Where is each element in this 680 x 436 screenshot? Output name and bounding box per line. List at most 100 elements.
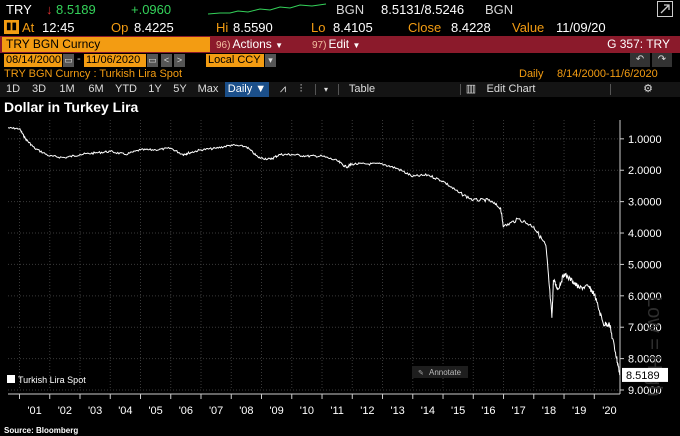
chevron-left-icon[interactable]: <	[161, 54, 172, 67]
edit-chart-icon[interactable]: ▥	[465, 83, 477, 95]
period-1y[interactable]: 1Y	[148, 83, 162, 95]
price-chart[interactable]: '01 '02 '03 '04 '05 '06 '07 '08 '09 '10 '11 '12 '13 '…	[0, 118, 680, 426]
frequency-select[interactable]: Daily ▼	[225, 82, 269, 97]
chart-grid	[8, 120, 620, 391]
period-1m[interactable]: 1M	[59, 83, 75, 95]
actions-num: 96)	[216, 40, 231, 51]
x-tick-label: '04	[118, 405, 132, 417]
edit-chart-button[interactable]: Edit Chart	[486, 83, 536, 95]
period-6m[interactable]: 6M	[88, 83, 104, 95]
x-tick-label: '07	[209, 405, 223, 417]
close-label: Close	[408, 20, 442, 35]
security-description: TRY BGN Curncy : Turkish Lira Spot	[4, 68, 183, 80]
actions-label: Actions	[232, 37, 272, 51]
annotate-label: Annotate	[429, 368, 462, 377]
chevron-right-icon[interactable]: >	[174, 54, 185, 67]
toolbar-divider	[610, 84, 611, 95]
down-arrow-icon: ↓	[46, 2, 53, 17]
chevron-down-icon: ▼	[352, 41, 361, 50]
x-tick-label: '14	[421, 405, 435, 417]
low-value: 8.4105	[333, 20, 373, 35]
edit-menu[interactable]: 97) Edit ▼	[312, 37, 360, 53]
y-tick-label: 8.0000	[628, 354, 662, 366]
x-tick-label: '06	[179, 405, 193, 417]
legend-swatch	[7, 375, 15, 383]
date-range: 8/14/2000-11/6/2020	[557, 68, 658, 80]
security-name[interactable]: TRY BGN Curncy	[2, 37, 210, 52]
price-line	[7, 126, 621, 376]
period-3d[interactable]: 3D	[31, 83, 47, 95]
toolbar-divider	[460, 84, 461, 95]
price-change: +.0960	[131, 2, 172, 17]
time-value: 12:45	[42, 20, 75, 35]
legend: Turkish Lira Spot	[7, 375, 86, 385]
low-label: Lo	[311, 20, 326, 35]
bid-ask: 8.5131/8.5246	[381, 2, 465, 17]
toolbar-divider	[338, 84, 339, 95]
period-5y[interactable]: 5Y	[173, 83, 187, 95]
annotate-bg	[412, 366, 468, 378]
x-axis: '01 '02 '03 '04 '05 '06 '07 '08 '09 '10 '11 '12 '13 '…	[8, 393, 620, 417]
start-date-input[interactable]: 08/14/2000	[4, 54, 62, 67]
x-tick-label: '11	[330, 405, 344, 417]
annotate-button[interactable]: ✎ Annotate	[412, 366, 468, 378]
calendar-icon[interactable]: ▭	[63, 54, 74, 67]
chevron-down-icon[interactable]: ▾	[323, 85, 328, 94]
ohlc-bar: ▮▮ At 12:45 Op 8.4225 Hi 8.5590 Lo 8.410…	[0, 19, 680, 36]
edit-label: Edit	[328, 37, 350, 51]
x-tick-label: '16	[481, 405, 495, 417]
currency-select[interactable]: Local CCY	[206, 54, 264, 67]
x-tick-label: '10	[300, 405, 314, 417]
redo-icon[interactable]: ↷	[652, 53, 672, 67]
x-tick-label: '05	[148, 405, 162, 417]
last-value-text: 8.5189	[626, 370, 660, 382]
x-tick-label: '15	[451, 405, 465, 417]
open-value: 8.4225	[134, 20, 174, 35]
chart-type-icon[interactable]: ▮▮	[4, 20, 19, 34]
ticker: TRY	[6, 2, 32, 17]
period-ytd[interactable]: YTD	[115, 83, 137, 95]
chart-toolbar: 1D 3D 1M 6M YTD 1Y 5Y Max Daily ▼ ⩘ ⫶ ▾ …	[0, 82, 680, 97]
x-tick-label: '12	[360, 405, 374, 417]
undo-icon[interactable]: ↶	[630, 53, 650, 67]
last-price: 8.5189	[56, 2, 96, 17]
toolbar-divider	[315, 84, 316, 95]
value-date: 11/09/20	[556, 20, 606, 35]
y-tick-label: 5.0000	[628, 259, 662, 271]
end-date-input[interactable]: 11/06/2020	[84, 54, 146, 67]
bar-chart-icon[interactable]: ⫶	[299, 83, 303, 95]
last-value-label: 8.5189	[622, 367, 668, 382]
frequency-label: Daily	[519, 68, 544, 80]
high-label: Hi	[216, 20, 229, 35]
close-value: 8.4228	[451, 20, 491, 35]
gear-icon[interactable]: ⚙	[643, 83, 653, 95]
x-tick-label: '20	[602, 405, 616, 417]
last-value-box	[622, 367, 668, 382]
popout-icon[interactable]	[657, 1, 673, 17]
open-label: Op	[111, 20, 129, 35]
actions-menu[interactable]: 96) Actions ▼	[216, 37, 283, 53]
period-1d[interactable]: 1D	[5, 83, 21, 95]
line-chart-icon[interactable]: ⩘	[279, 83, 287, 95]
source-label: Source: Bloomberg	[4, 426, 79, 435]
description-bar: TRY BGN Curncy : Turkish Lira Spot Daily…	[0, 68, 680, 82]
function-code: G 357: TRY	[607, 37, 670, 51]
x-tick-label: '03	[88, 405, 102, 417]
calendar-icon[interactable]: ▭	[147, 54, 158, 67]
table-button[interactable]: Table	[348, 83, 376, 95]
x-tick-label: '19	[572, 405, 586, 417]
x-tick-label: '17	[511, 405, 525, 417]
y-tick-label: 9.0000	[628, 385, 662, 397]
y-tick-label: 6.0000	[628, 291, 662, 303]
x-tick-label: '01	[27, 405, 41, 417]
series-line	[7, 126, 621, 376]
date-dash: -	[77, 53, 81, 65]
sparkline-icon	[208, 3, 327, 15]
x-tick-label: '18	[542, 405, 556, 417]
y-axis: 1.0000 2.0000 3.0000 4.0000 5.0000 6.0000 7.00…	[619, 120, 662, 397]
value-label: Value	[512, 20, 545, 35]
security-bar: TRY BGN Curncy 96) Actions ▼ 97) Edit ▼ G …	[0, 36, 680, 53]
ask-source: BGN	[485, 2, 514, 17]
period-max[interactable]: Max	[197, 83, 219, 95]
chevron-down-icon[interactable]: ▾	[265, 54, 276, 67]
